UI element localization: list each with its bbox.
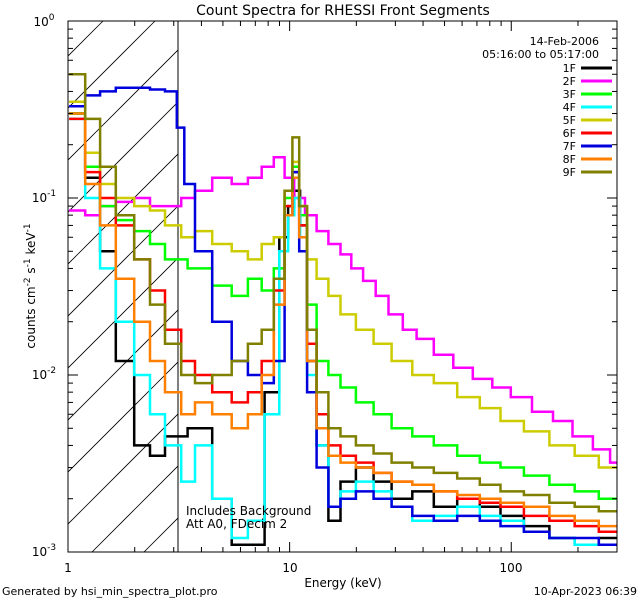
y-tick-label-1e-2: 10-2 <box>32 366 56 382</box>
annotation-attenuator: Att A0, FDecim 2 <box>186 517 287 531</box>
series-line-3f <box>69 112 617 500</box>
time-range-label: 05:16:00 to 05:17:00 <box>482 48 599 61</box>
series-line-1f <box>69 112 617 546</box>
legend: 1F 2F 3F 4F 5F 6F 7F 8F 9F <box>563 62 612 179</box>
x-tick-label-10: 10 <box>282 561 297 575</box>
hatch-line <box>68 257 178 369</box>
legend-label-4f: 4F <box>563 101 576 114</box>
series-line-6f <box>69 117 617 534</box>
y-tick-label-1e-3: 10-3 <box>32 543 56 559</box>
hatch-line <box>68 205 178 317</box>
legend-label-3f: 3F <box>563 88 576 101</box>
legend-label-6f: 6F <box>563 127 576 140</box>
hatch-line <box>68 21 104 57</box>
legend-label-7f: 7F <box>563 140 576 153</box>
footer-timestamp: 10-Apr-2023 06:39 <box>534 585 637 598</box>
legend-label-9f: 9F <box>563 166 576 179</box>
date-label: 14-Feb-2006 <box>530 35 599 48</box>
legend-label-2f: 2F <box>563 75 576 88</box>
chart-title: Count Spectra for RHESSI Front Segments <box>196 3 490 19</box>
hatch-line <box>91 465 178 552</box>
hatch-line <box>68 49 178 161</box>
legend-label-5f: 5F <box>563 114 576 127</box>
legend-label-1f: 1F <box>563 62 576 75</box>
axis-ticks <box>67 20 618 553</box>
y-axis-label: counts cm-2 s-1 keV-1 <box>23 223 38 348</box>
hatched-region <box>68 21 178 552</box>
hatch-line <box>68 101 178 213</box>
plot-frame <box>67 20 618 553</box>
series-group <box>69 73 617 546</box>
y-tick-label-1e0: 100 <box>33 13 54 29</box>
x-tick-label-1: 1 <box>64 561 72 575</box>
x-axis-label: Energy (keV) <box>304 576 381 590</box>
series-line-8f <box>69 112 617 528</box>
legend-label-8f: 8F <box>563 153 576 166</box>
footer-generated-by: Generated by hsi_min_spectra_plot.pro <box>2 585 218 598</box>
hatch-line <box>68 361 178 473</box>
series-line-9f <box>69 73 617 513</box>
series-line-2f <box>69 155 617 464</box>
hatch-line <box>68 413 178 525</box>
annotation-background: Includes Background <box>186 504 311 518</box>
y-tick-label-1e-1: 10-1 <box>32 189 56 205</box>
x-tick-label-100: 100 <box>500 561 523 575</box>
